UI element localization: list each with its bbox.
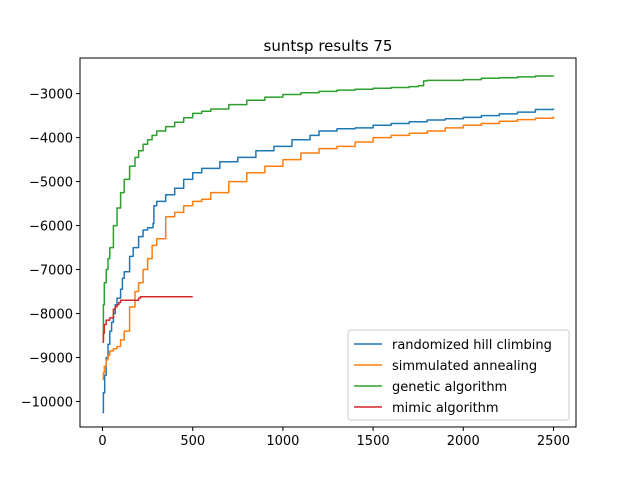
- y-tick-label: −3000: [29, 88, 73, 103]
- y-tick-label: −4000: [29, 132, 73, 147]
- legend-label-4: mimic algorithm: [392, 401, 499, 416]
- legend-label-2: simmulated annealing: [392, 359, 537, 374]
- y-axis: −10000 −9000 −8000 −7000 −6000 −5000 −4000 −300…: [21, 88, 80, 410]
- y-tick-label: −7000: [29, 264, 73, 279]
- y-tick-label: −5000: [29, 176, 73, 191]
- x-tick-label: 0: [98, 434, 106, 449]
- x-tick-label: 2500: [537, 434, 570, 449]
- legend: randomized hill climbing simmulated annea…: [347, 329, 570, 421]
- x-tick-label: 2000: [447, 434, 480, 449]
- series-line-2: [102, 116, 555, 381]
- y-tick-label: −8000: [29, 308, 73, 323]
- x-tick-label: 1500: [357, 434, 390, 449]
- series-line-1: [102, 108, 555, 414]
- x-axis: 0 500 1000 1500 2000 2500: [98, 427, 570, 449]
- series-layer: [102, 75, 555, 414]
- x-tick-label: 500: [180, 434, 205, 449]
- legend-box: [347, 329, 570, 421]
- series-line-3: [102, 75, 555, 341]
- y-tick-label: −10000: [21, 395, 73, 410]
- series-line-4: [102, 296, 193, 343]
- plot-frame: [79, 57, 577, 428]
- x-tick-label: 1000: [266, 434, 299, 449]
- chart-title: suntsp results 75: [264, 37, 393, 55]
- legend-label-1: randomized hill climbing: [392, 338, 552, 353]
- y-tick-label: −9000: [29, 352, 73, 367]
- legend-label-3: genetic algorithm: [392, 380, 507, 395]
- y-tick-label: −6000: [29, 220, 73, 235]
